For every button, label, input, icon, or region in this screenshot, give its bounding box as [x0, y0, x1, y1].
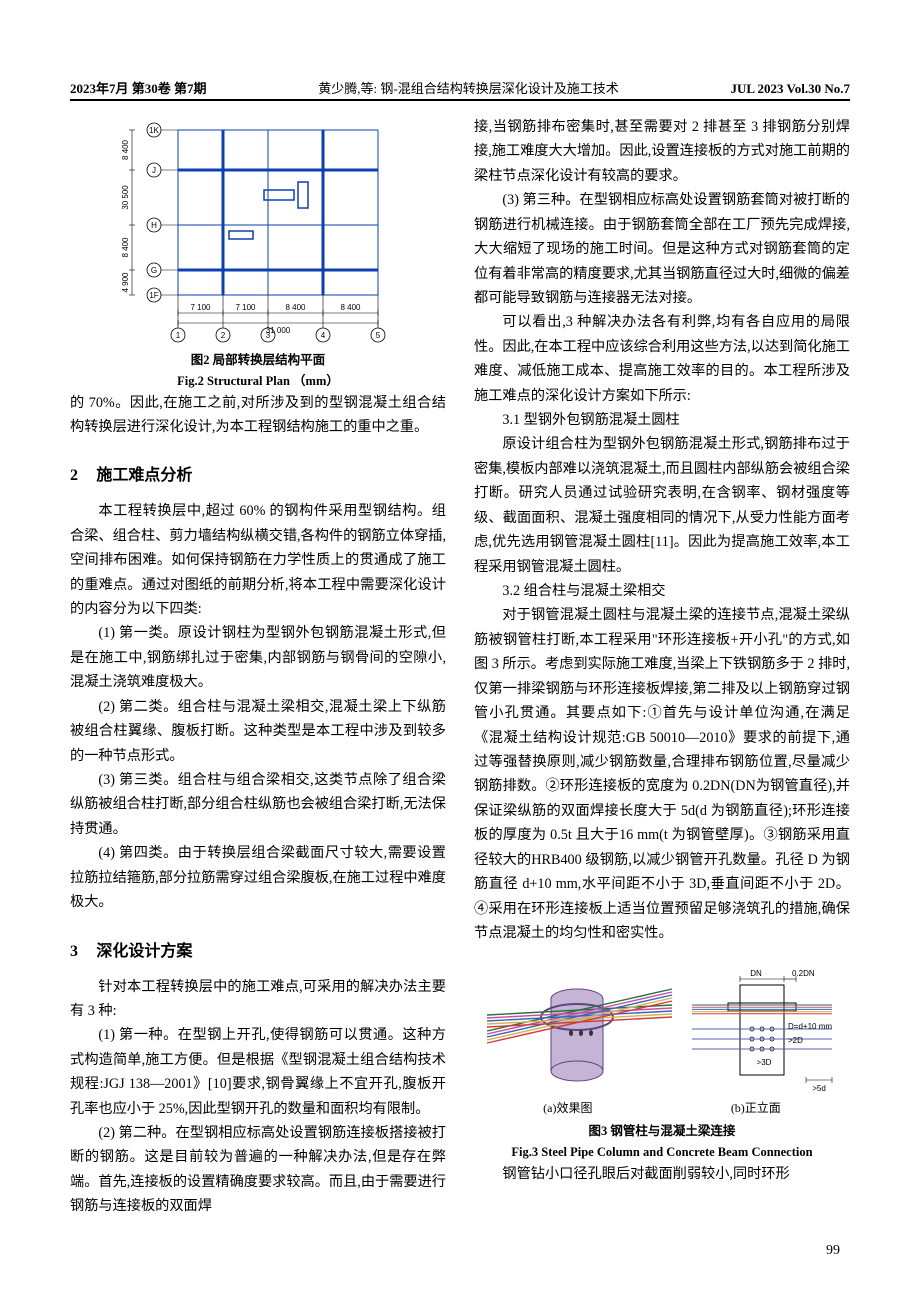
header-left: 2023年7月 第30卷 第7期	[70, 78, 207, 97]
sec3-p3: (2) 第二种。在型钢相应标高处设置钢筋连接板搭接被打断的钢筋。这是目前较为普遍…	[70, 1121, 446, 1219]
section-2-number: 2	[70, 467, 92, 485]
sec3-p2: (1) 第一种。在型钢上开孔,使得钢筋可以贯通。这种方式构造简单,施工方便。但是…	[70, 1023, 446, 1121]
sec3-p1: 针对本工程转换层中的施工难点,可采用的解决办法主要有 3 种:	[70, 975, 446, 1024]
svg-text:0.2DN: 0.2DN	[792, 969, 815, 978]
svg-text:7 100: 7 100	[190, 303, 211, 312]
sub-3-2-heading: 3.2 组合柱与混凝土梁相交	[474, 579, 850, 603]
svg-text:>2D: >2D	[788, 1036, 803, 1045]
svg-text:1F: 1F	[149, 291, 158, 300]
svg-text:1: 1	[176, 331, 181, 340]
columns-wrapper: 1K J H G 1F 1 2 3 4 5 8 400 30 500 8 400 4 900 7 100 7 …	[70, 115, 850, 1219]
sec2-p1: 本工程转换层中,超过 60% 的钢构件采用型钢结构。组合梁、组合柱、剪力墙结构纵…	[70, 499, 446, 621]
svg-text:5: 5	[376, 331, 381, 340]
section-2-heading: 2 施工难点分析	[70, 461, 446, 485]
fig3-svg: DN 0.2DN D=d+10 mm >2D >5d >3D	[482, 955, 842, 1095]
svg-text:D=d+10 mm: D=d+10 mm	[788, 1022, 832, 1031]
right-p2: (3) 第三种。在型钢相应标高处设置钢筋套筒对被打断的钢筋进行机械连接。由于钢筋…	[474, 188, 850, 310]
figure-2: 1KJHG1F123458 40030 5008 4004 9007 1007 …	[70, 115, 446, 391]
sub-3-1-heading: 3.1 型钢外包钢筋混凝土圆柱	[474, 408, 850, 432]
right-p1: 接,当钢筋排布密集时,甚至需要对 2 排甚至 3 排钢筋分别焊接,施工难度大大增…	[474, 115, 850, 188]
right-p3: 可以看出,3 种解决办法各有利弊,均有各自应用的局限性。因此,在本工程中应该综合…	[474, 310, 850, 408]
fig3-caption-cn: 图3 钢管柱与混凝土梁连接	[474, 1122, 850, 1141]
svg-text:8 400: 8 400	[285, 303, 306, 312]
svg-text:7 100: 7 100	[235, 303, 256, 312]
sec2-p4: (3) 第三类。组合柱与组合梁相交,这类节点除了组合梁纵筋被组合柱打断,部分组合…	[70, 768, 446, 841]
svg-text:2: 2	[221, 331, 226, 340]
svg-text:31 000: 31 000	[266, 326, 291, 335]
svg-text:J: J	[152, 166, 156, 175]
fig3-caption-en: Fig.3 Steel Pipe Column and Concrete Bea…	[474, 1143, 850, 1162]
right-column: 接,当钢筋排布密集时,甚至需要对 2 排甚至 3 排钢筋分别焊接,施工难度大大增…	[474, 115, 850, 1219]
section-2-title: 施工难点分析	[96, 467, 192, 484]
section-3-heading: 3 深化设计方案	[70, 937, 446, 961]
sub-3-1-p1: 原设计组合柱为型钢外包钢筋混凝土形式,钢筋排布过于密集,模板内部难以浇筑混凝土,…	[474, 432, 850, 579]
sec2-p5: (4) 第四类。由于转换层组合梁截面尺寸较大,需要设置拉筋拉结箍筋,部分拉筋需穿…	[70, 841, 446, 914]
svg-text:G: G	[151, 266, 157, 275]
svg-text:>5d: >5d	[812, 1084, 826, 1093]
sec2-p2: (1) 第一类。原设计钢柱为型钢外包钢筋混凝土形式,但是在施工中,钢筋绑扎过于密…	[70, 621, 446, 694]
svg-text:30 500: 30 500	[121, 185, 130, 210]
svg-text:1K: 1K	[149, 126, 159, 135]
p-after-fig2: 的 70%。因此,在施工之前,对所涉及到的型钢混凝土组合结构转换层进行深化设计,…	[70, 391, 446, 440]
header-right: JUL 2023 Vol.30 No.7	[730, 81, 850, 97]
svg-text:4: 4	[321, 331, 326, 340]
section-3-number: 3	[70, 943, 92, 961]
right-tail: 钢管钻小口径孔眼后对截面削弱较小,同时环形	[474, 1162, 850, 1186]
fig3-sub-b: (b)正立面	[731, 1099, 781, 1116]
svg-text:8 400: 8 400	[121, 139, 130, 160]
svg-text:8 400: 8 400	[121, 237, 130, 258]
sub-3-2-p1: 对于钢管混凝土圆柱与混凝土梁的连接节点,混凝土梁纵筋被钢管柱打断,本工程采用"环…	[474, 603, 850, 945]
svg-text:H: H	[151, 221, 157, 230]
page-header: 2023年7月 第30卷 第7期 黄少腾,等: 钢-混组合结构转换层深化设计及施…	[70, 78, 850, 101]
section-3-title: 深化设计方案	[96, 943, 192, 960]
svg-text:DN: DN	[750, 969, 762, 978]
sec2-p3: (2) 第二类。组合柱与混凝土梁相交,混凝土梁上下纵筋被组合柱翼缘、腹板打断。这…	[70, 695, 446, 768]
header-center: 黄少腾,等: 钢-混组合结构转换层深化设计及施工技术	[215, 78, 723, 97]
fig2-caption-en: Fig.2 Structural Plan （mm）	[70, 372, 446, 391]
figure-3: DN0.2DND=d+10 mm>2D>5d>3D (a)效果图 (b)正立面 …	[474, 955, 850, 1162]
fig2-plan-svg: 1KJHG1F123458 40030 5008 4004 9007 1007 …	[108, 115, 408, 345]
fig3-sub-a: (a)效果图	[543, 1099, 592, 1116]
page-number: 99	[826, 1243, 840, 1259]
svg-text:>3D: >3D	[757, 1058, 772, 1067]
fig2-caption-cn: 图2 局部转换层结构平面	[70, 351, 446, 370]
svg-text:4 900: 4 900	[121, 272, 130, 293]
left-column: 1K J H G 1F 1 2 3 4 5 8 400 30 500 8 400 4 900 7 100 7 …	[70, 115, 446, 1219]
svg-text:8 400: 8 400	[340, 303, 361, 312]
